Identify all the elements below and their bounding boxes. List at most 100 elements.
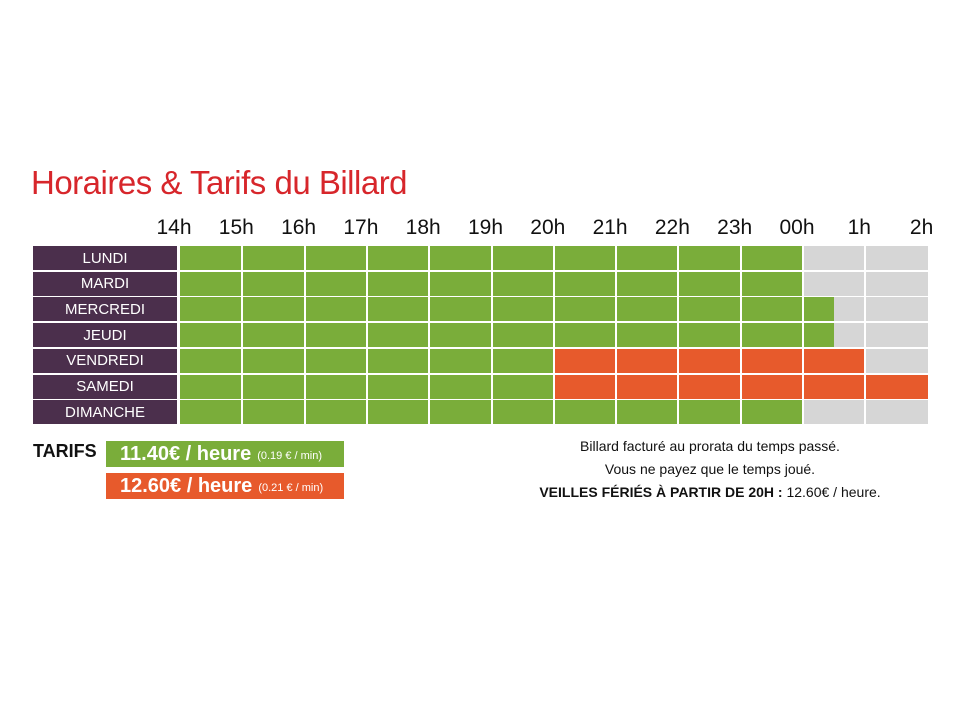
- day-label: DIMANCHE: [33, 400, 177, 425]
- hour-divider: [428, 323, 431, 348]
- hour-label: 15h: [218, 216, 254, 239]
- hour-divider: [802, 348, 804, 373]
- hour-divider: [428, 246, 431, 270]
- day-row: MERCREDI: [33, 297, 928, 322]
- tarif-orange-badge: 12.60€ / heure (0.21 € / min): [106, 473, 344, 499]
- hour-label: 18h: [405, 216, 441, 239]
- page-title: Horaires & Tarifs du Billard: [31, 164, 408, 201]
- hour-divider: [864, 348, 867, 373]
- hour-divider: [365, 374, 368, 399]
- day-row: LUNDI: [33, 246, 928, 270]
- hour-divider: [303, 271, 306, 296]
- hour-divider: [428, 297, 431, 322]
- hour-label: 21h: [592, 216, 628, 239]
- day-row: SAMEDI: [33, 374, 928, 399]
- hour-divider: [739, 271, 742, 296]
- hour-divider: [615, 374, 618, 399]
- hour-divider: [303, 400, 306, 425]
- note-line-1: Billard facturé au prorata du temps pass…: [580, 438, 840, 454]
- hour-divider: [241, 323, 244, 348]
- hour-divider: [490, 374, 493, 399]
- hour-divider: [739, 348, 742, 373]
- hour-divider: [864, 400, 867, 425]
- hour-divider: [303, 297, 306, 322]
- hour-divider: [365, 246, 368, 270]
- note-line-3-bold: VEILLES FÉRIÉS À PARTIR DE 20H :: [539, 484, 783, 500]
- hour-divider: [241, 374, 244, 399]
- hour-divider: [739, 323, 742, 348]
- note-line-3-rest: 12.60€ / heure.: [782, 484, 881, 500]
- hour-divider: [677, 297, 680, 322]
- hour-divider: [739, 246, 742, 270]
- hour-label: 22h: [654, 216, 690, 239]
- slot-green: [180, 297, 835, 322]
- hour-divider: [864, 374, 867, 399]
- hour-divider: [241, 271, 244, 296]
- day-label: MARDI: [33, 271, 177, 296]
- hour-label: 16h: [281, 216, 317, 239]
- hour-divider: [365, 323, 368, 348]
- hour-label: 23h: [717, 216, 753, 239]
- hour-divider: [739, 297, 742, 322]
- hour-divider: [615, 246, 618, 270]
- tarif-orange-price: 12.60€ / heure: [120, 474, 253, 497]
- hour-divider: [552, 323, 555, 348]
- hour-divider: [615, 323, 618, 348]
- hour-divider: [428, 348, 431, 373]
- hour-divider: [677, 348, 680, 373]
- hour-divider: [428, 271, 431, 296]
- slot-green: [180, 323, 835, 348]
- slot-closed: [834, 323, 928, 348]
- hour-divider: [365, 271, 368, 296]
- hour-divider: [802, 271, 804, 296]
- hour-label: 17h: [343, 216, 379, 239]
- day-label: SAMEDI: [33, 374, 177, 399]
- hour-divider: [552, 400, 555, 425]
- hour-divider: [241, 297, 244, 322]
- tarif-green-badge: 11.40€ / heure (0.19 € / min): [106, 441, 344, 467]
- note-line-2: Vous ne payez que le temps joué.: [604, 461, 816, 477]
- hour-divider: [303, 348, 306, 373]
- day-label: VENDREDI: [33, 348, 177, 373]
- hour-label: 14h: [156, 216, 192, 239]
- hour-divider: [615, 348, 618, 373]
- hour-divider: [677, 400, 680, 425]
- hour-label: 2h: [909, 216, 934, 239]
- note-line-3: VEILLES FÉRIÉS À PARTIR DE 20H : 12.60€ …: [500, 484, 920, 500]
- hour-divider: [677, 323, 680, 348]
- hour-divider: [552, 348, 555, 373]
- hour-divider: [552, 297, 555, 322]
- tarif-orange-per-min: (0.21 € / min): [258, 482, 324, 494]
- tarifs-label: TARIFS: [33, 441, 97, 461]
- hour-divider: [241, 400, 244, 425]
- hour-divider: [241, 246, 244, 270]
- hour-divider: [365, 400, 368, 425]
- day-label: LUNDI: [33, 246, 177, 270]
- slot-orange: [553, 348, 866, 373]
- day-row: DIMANCHE: [33, 400, 928, 425]
- slot-closed: [834, 297, 928, 322]
- hour-divider: [802, 400, 804, 425]
- hour-divider: [677, 374, 680, 399]
- hour-divider: [490, 246, 493, 270]
- hour-label: 20h: [530, 216, 566, 239]
- hour-divider: [365, 297, 368, 322]
- hour-label: 00h: [779, 216, 815, 239]
- hour-divider: [365, 348, 368, 373]
- hour-divider: [490, 400, 493, 425]
- hour-divider: [552, 271, 555, 296]
- hour-divider: [428, 400, 431, 425]
- day-label: MERCREDI: [33, 297, 177, 322]
- day-row: VENDREDI: [33, 348, 928, 373]
- hour-divider: [864, 323, 867, 348]
- hour-divider: [552, 246, 555, 270]
- day-row: MARDI: [33, 271, 928, 296]
- hour-divider: [864, 297, 867, 322]
- hour-divider: [615, 400, 618, 425]
- hour-divider: [802, 374, 804, 399]
- hour-divider: [802, 297, 804, 322]
- hour-divider: [490, 323, 493, 348]
- hour-divider: [677, 271, 680, 296]
- hour-divider: [428, 374, 431, 399]
- hour-divider: [241, 348, 244, 373]
